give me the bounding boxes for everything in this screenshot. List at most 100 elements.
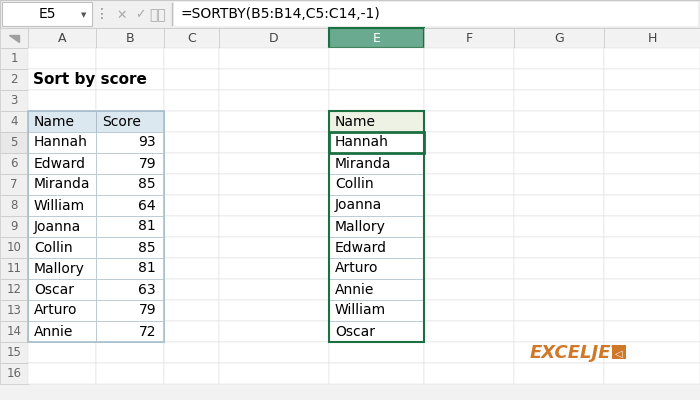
Bar [96, 153, 164, 174]
Bar [424, 342, 514, 363]
Bar [28, 195, 96, 216]
Bar [329, 69, 424, 90]
Bar [96, 237, 164, 258]
Bar [28, 69, 96, 90]
Bar [424, 28, 514, 48]
Bar [514, 90, 604, 111]
Bar [219, 363, 329, 384]
Bar [604, 28, 700, 48]
Bar [164, 300, 219, 321]
Bar [164, 216, 219, 237]
Text: 3: 3 [10, 94, 18, 107]
Bar [96, 174, 164, 195]
Text: Miranda: Miranda [335, 156, 391, 170]
Text: Collin: Collin [34, 240, 73, 254]
Bar [604, 132, 700, 153]
Bar [28, 363, 96, 384]
Bar [96, 69, 164, 90]
Bar [96, 153, 164, 174]
Text: 85: 85 [139, 240, 156, 254]
Text: 81: 81 [139, 262, 156, 276]
Text: Sort by score: Sort by score [33, 72, 147, 87]
Bar [96, 258, 164, 279]
Bar [2, 2, 92, 26]
Text: 2: 2 [10, 73, 18, 86]
Bar [164, 342, 219, 363]
Bar [329, 279, 424, 300]
Text: 14: 14 [6, 325, 22, 338]
Bar [329, 90, 424, 111]
Bar [0, 0, 700, 28]
Bar [329, 216, 424, 237]
Bar [329, 132, 424, 153]
Bar [0, 111, 28, 132]
Bar [424, 69, 514, 90]
Bar [329, 48, 424, 69]
Bar [28, 111, 164, 342]
Bar [329, 321, 424, 342]
Bar [164, 174, 219, 195]
Bar [96, 195, 164, 216]
Text: 63: 63 [139, 282, 156, 296]
Bar [219, 69, 329, 90]
Bar [28, 48, 96, 69]
Text: Score: Score [102, 114, 141, 128]
Text: 81: 81 [139, 220, 156, 234]
Bar [96, 174, 164, 195]
Bar [329, 111, 424, 132]
Bar [164, 279, 219, 300]
Bar [604, 258, 700, 279]
Bar [424, 111, 514, 132]
Text: E5: E5 [38, 7, 56, 21]
Bar [424, 300, 514, 321]
Bar [28, 342, 96, 363]
Bar [424, 90, 514, 111]
Bar [424, 132, 514, 153]
Bar [96, 48, 164, 69]
Bar [164, 363, 219, 384]
Bar [28, 90, 96, 111]
Bar [164, 237, 219, 258]
Text: ✕: ✕ [117, 8, 127, 22]
Bar [96, 279, 164, 300]
Bar [164, 111, 219, 132]
Bar [164, 90, 219, 111]
Text: 𝑓𝑥: 𝑓𝑥 [150, 8, 167, 22]
Bar [329, 258, 424, 279]
Text: 72: 72 [139, 324, 156, 338]
Bar [96, 90, 164, 111]
Text: C: C [187, 32, 196, 44]
Bar [28, 28, 96, 48]
Bar [219, 258, 329, 279]
Text: Annie: Annie [335, 282, 375, 296]
Bar [219, 342, 329, 363]
Bar [219, 321, 329, 342]
Text: Arturo: Arturo [335, 262, 379, 276]
Bar [0, 28, 28, 48]
Bar [604, 48, 700, 69]
Text: 13: 13 [6, 304, 22, 317]
Bar [96, 237, 164, 258]
Bar [329, 237, 424, 258]
Bar [604, 300, 700, 321]
Bar [96, 279, 164, 300]
Text: Collin: Collin [335, 178, 374, 192]
Bar [28, 153, 96, 174]
Bar [28, 300, 96, 321]
Bar [604, 90, 700, 111]
Bar [424, 237, 514, 258]
Bar [28, 279, 96, 300]
Text: Hannah: Hannah [335, 136, 389, 150]
Bar [329, 174, 424, 195]
Bar [329, 216, 424, 237]
Text: 93: 93 [139, 136, 156, 150]
Text: 12: 12 [6, 283, 22, 296]
Text: Edward: Edward [335, 240, 387, 254]
Bar [219, 48, 329, 69]
Bar [28, 153, 96, 174]
Bar [28, 195, 96, 216]
Text: 16: 16 [6, 367, 22, 380]
Bar [424, 279, 514, 300]
Bar [329, 300, 424, 321]
Text: Joanna: Joanna [34, 220, 81, 234]
